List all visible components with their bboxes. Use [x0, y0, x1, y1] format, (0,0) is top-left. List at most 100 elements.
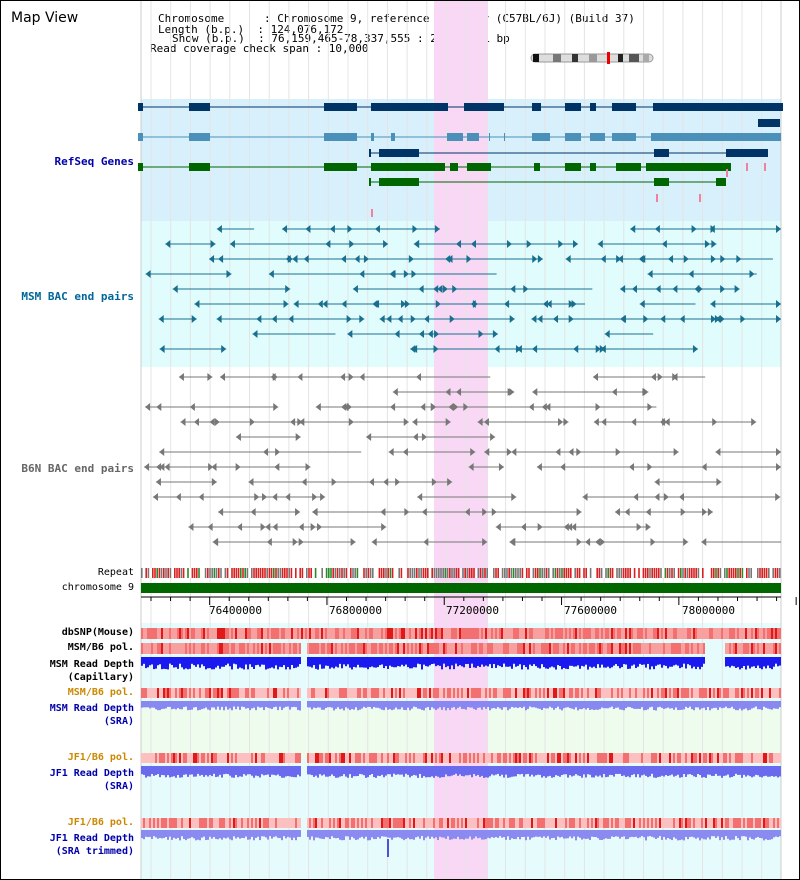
pol-cell	[557, 643, 559, 654]
depth-bar	[337, 657, 339, 668]
depth-bar	[749, 701, 751, 710]
repeat-mark	[578, 568, 581, 578]
depth-bar	[275, 766, 277, 776]
track-label-jf1-read-depth-trimmed[interactable]: JF1 Read Depth (SRA trimmed)	[49, 833, 134, 857]
pol-cell	[141, 688, 143, 698]
depth-bar	[431, 657, 433, 665]
pol-cell	[515, 643, 517, 654]
pol-cell	[513, 628, 515, 639]
pol-cell	[629, 688, 631, 698]
depth-bar	[321, 830, 323, 839]
depth-bar	[339, 701, 341, 710]
depth-bar	[713, 701, 715, 708]
pol-cell	[159, 818, 161, 828]
pol-cell	[339, 688, 341, 698]
pol-cell	[259, 628, 261, 639]
b6n-bac-pair-end	[447, 478, 453, 486]
pol-cell	[471, 753, 473, 763]
pol-cell	[683, 643, 685, 654]
depth-bar	[317, 701, 319, 708]
pol-cell	[437, 753, 439, 763]
track-label-dbsnp[interactable]: dbSNP(Mouse)	[61, 627, 134, 638]
depth-bar	[377, 701, 379, 708]
pol-cell	[661, 818, 663, 828]
b6n-bac-pair-end	[468, 463, 474, 471]
pol-cell	[373, 643, 375, 654]
repeat-mark	[719, 568, 722, 578]
pol-cell	[661, 628, 663, 639]
pol-cell	[317, 818, 319, 828]
depth-bar	[545, 766, 547, 778]
pol-cell	[535, 818, 537, 828]
pol-cell	[327, 753, 329, 763]
msm-bac-pair-end	[434, 225, 440, 233]
pol-cell	[385, 688, 387, 698]
pol-cell	[367, 818, 369, 828]
pol-cell	[235, 818, 237, 828]
pol-cell	[383, 628, 385, 639]
track-label-msm-read-depth-capillary[interactable]: MSM Read Depth (Capillary)	[49, 659, 134, 683]
depth-bar	[367, 830, 369, 841]
track-label-msm-b6-pol[interactable]: MSM/B6 pol.	[67, 642, 134, 653]
pol-cell	[675, 628, 677, 639]
pol-cell	[537, 818, 539, 828]
depth-bar	[477, 657, 479, 666]
gene-exon	[450, 163, 458, 171]
pol-cell	[581, 818, 583, 828]
pol-cell	[431, 818, 433, 828]
repeat-mark	[552, 568, 554, 578]
track-label-jf1-b6-pol-trimmed[interactable]: JF1/B6 pol.	[67, 817, 134, 828]
repeat-mark	[229, 568, 231, 578]
track-label-msm-b6-pol-sra[interactable]: MSM/B6 pol.	[67, 687, 134, 698]
pol-cell	[621, 818, 623, 828]
b6n-bac-pair-end	[560, 463, 566, 471]
pol-cell	[647, 628, 649, 639]
depth-bar	[611, 766, 613, 776]
repeat-mark	[642, 568, 645, 578]
pol-cell	[189, 628, 191, 639]
depth-bar	[299, 701, 301, 711]
pol-cell	[509, 643, 511, 654]
repeat-mark	[198, 568, 200, 578]
b6n-bac-pair-end	[212, 538, 218, 546]
pol-cell	[543, 643, 545, 654]
repeat-mark	[328, 568, 330, 578]
pol-cell	[739, 818, 741, 828]
depth-bar	[583, 830, 585, 839]
pol-cell	[297, 818, 299, 828]
b6n-bac-pair-end	[180, 418, 186, 426]
track-label-refseq[interactable]: RefSeq Genes	[54, 155, 134, 168]
gene-exon	[371, 163, 445, 171]
pol-cell	[195, 688, 197, 698]
pol-cell	[297, 688, 299, 698]
pol-cell	[457, 628, 459, 639]
depth-bar	[269, 830, 271, 837]
pol-cell	[201, 643, 203, 654]
depth-bar	[163, 657, 165, 669]
depth-bar	[473, 701, 475, 709]
pol-cell	[669, 818, 671, 828]
pol-cell	[207, 628, 209, 639]
pol-cell	[223, 688, 225, 698]
depth-bar	[699, 701, 701, 710]
pol-cell	[757, 688, 759, 698]
b6n-bac-pair-end	[299, 418, 305, 426]
depth-bar	[141, 657, 143, 666]
track-label-msm-bac[interactable]: MSM BAC end pairs	[21, 290, 134, 303]
repeat-mark	[702, 568, 704, 578]
depth-bar	[631, 701, 633, 708]
pol-cell	[689, 688, 691, 698]
pol-cell	[153, 688, 155, 698]
track-label-b6n-bac[interactable]: B6N BAC end pairs	[21, 462, 134, 475]
depth-bar	[373, 830, 375, 840]
repeat-mark	[444, 568, 447, 578]
track-label-jf1-read-depth-sra[interactable]: JF1 Read Depth (SRA)	[49, 768, 134, 792]
depth-bar	[721, 830, 723, 838]
track-label-msm-read-depth-sra[interactable]: MSM Read Depth (SRA)	[49, 703, 134, 727]
track-label-jf1-b6-pol[interactable]: JF1/B6 pol.	[67, 752, 134, 763]
depth-bar	[595, 766, 597, 776]
pol-cell	[647, 753, 649, 763]
pol-cell	[733, 818, 735, 828]
gene-exon	[653, 103, 783, 111]
pol-cell	[227, 818, 229, 828]
